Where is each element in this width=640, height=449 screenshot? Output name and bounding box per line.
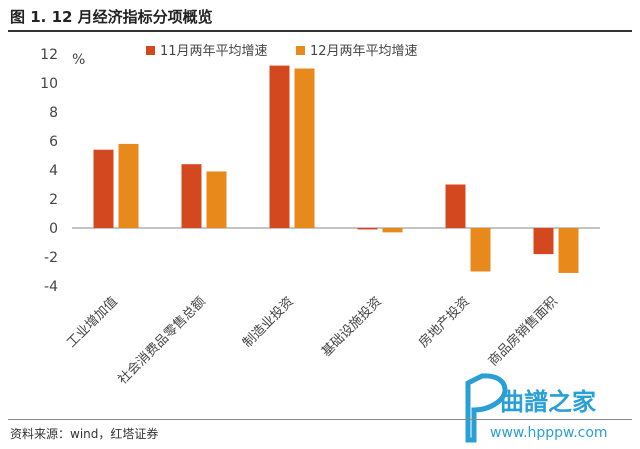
x-category-label: 商品房销售面积	[485, 294, 561, 370]
x-category-label: 制造业投资	[240, 294, 297, 351]
watermark-logo: 曲譜之家 www.hpppw.com	[465, 373, 608, 443]
y-tick-label: 0	[49, 221, 58, 237]
bar-dec	[294, 68, 315, 228]
y-axis-unit: %	[72, 52, 85, 68]
chart-title: 图 1. 12 月经济指标分项概览	[10, 8, 213, 26]
bar-dec	[470, 228, 491, 272]
bar-dec	[118, 143, 139, 228]
title-divider	[8, 30, 632, 32]
bar-dec	[558, 228, 579, 273]
x-category-label: 房地产投资	[416, 294, 473, 351]
bar-nov	[357, 228, 378, 230]
y-tick-label: -4	[44, 279, 58, 295]
y-tick-label: 2	[49, 192, 58, 208]
legend-swatch	[296, 46, 305, 55]
legend-label: 12月两年平均增速	[310, 44, 418, 59]
watermark-name: 曲譜之家	[500, 388, 596, 416]
y-tick-label: 4	[49, 163, 58, 179]
bar-nov	[93, 149, 114, 228]
footer-divider	[8, 419, 632, 420]
bar-nov	[181, 164, 202, 228]
x-category-label: 社会消费品零售总额	[115, 294, 209, 388]
bar-nov	[269, 65, 290, 228]
y-tick-label: 10	[40, 76, 58, 92]
source-note: 资料来源：wind，红塔证券	[10, 427, 159, 441]
legend-swatch	[146, 46, 155, 55]
watermark-url: www.hpppw.com	[490, 425, 608, 441]
legend-label: 11月两年平均增速	[160, 44, 268, 59]
logo-p-icon	[465, 373, 508, 443]
bar-dec	[382, 228, 403, 233]
bar-nov	[445, 184, 466, 228]
bar-nov	[533, 228, 554, 255]
y-tick-label: 8	[49, 105, 58, 121]
y-tick-label: 12	[40, 47, 58, 63]
x-category-label: 基础设施投资	[318, 294, 384, 360]
y-tick-label: -2	[44, 250, 58, 266]
x-category-label: 工业增加值	[64, 294, 121, 351]
bar-dec	[206, 171, 227, 228]
y-tick-label: 6	[49, 134, 58, 150]
